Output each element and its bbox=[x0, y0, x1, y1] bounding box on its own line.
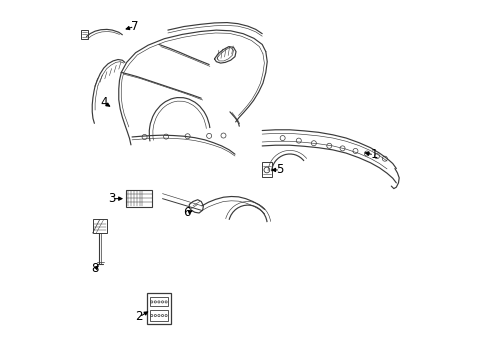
Bar bbox=[150, 310, 168, 320]
Text: 6: 6 bbox=[183, 207, 191, 220]
Bar bbox=[126, 190, 152, 207]
Text: 4: 4 bbox=[100, 96, 108, 109]
Text: 3: 3 bbox=[108, 192, 115, 205]
Bar bbox=[81, 30, 88, 39]
Text: 5: 5 bbox=[276, 163, 284, 176]
FancyBboxPatch shape bbox=[262, 162, 272, 177]
Bar bbox=[93, 220, 107, 233]
Text: 2: 2 bbox=[135, 310, 143, 324]
Bar bbox=[147, 293, 171, 324]
Text: 8: 8 bbox=[92, 262, 99, 275]
Bar bbox=[150, 297, 168, 306]
Text: 1: 1 bbox=[370, 148, 378, 161]
Text: 7: 7 bbox=[131, 20, 138, 33]
